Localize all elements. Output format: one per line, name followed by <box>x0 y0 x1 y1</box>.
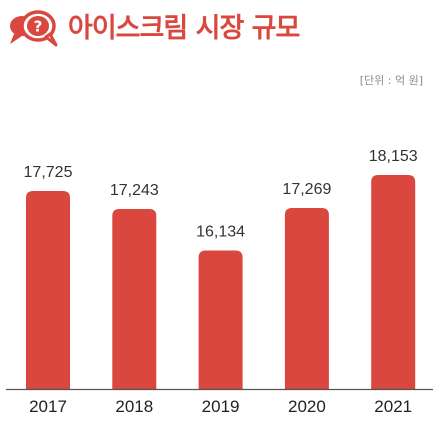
data-label-2021: 18,153 <box>369 148 418 165</box>
x-tick-label-2019: 2019 <box>202 397 240 416</box>
unit-label: [단위 : 억 원] <box>359 74 423 87</box>
data-label-2017: 17,725 <box>24 164 73 181</box>
bar-2021 <box>371 175 416 389</box>
x-tick-label-2020: 2020 <box>288 397 326 416</box>
data-label-2018: 17,243 <box>110 182 159 199</box>
bar-2019 <box>198 250 243 389</box>
icon-question-mark: ? <box>34 18 43 36</box>
data-label-2019: 16,134 <box>196 224 245 241</box>
x-tick-label-2018: 2018 <box>115 397 153 416</box>
data-label-2020: 17,269 <box>282 181 331 198</box>
bar-2018 <box>112 209 157 389</box>
x-tick-label-2017: 2017 <box>29 397 67 416</box>
chart-header: ? 아이스크림 시장 규모 <box>8 8 300 48</box>
bar-2017 <box>26 191 70 389</box>
bar-2020 <box>284 208 329 389</box>
question-speech-bubble-icon: ? <box>10 10 58 47</box>
x-tick-label-2021: 2021 <box>374 397 412 416</box>
page-title: 아이스크림 시장 규모 <box>68 12 300 44</box>
